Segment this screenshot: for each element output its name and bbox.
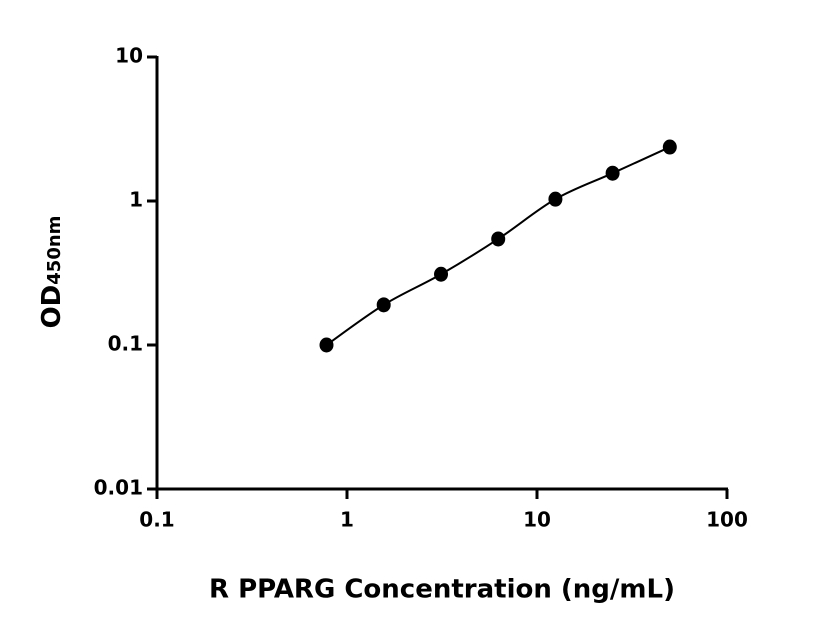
y-tick-label: 0.1 — [108, 332, 143, 356]
y-axis-label-group: OD450nm — [37, 216, 67, 329]
y-tick-label: 1 — [129, 188, 143, 212]
point — [319, 337, 334, 353]
point — [548, 191, 563, 207]
x-tick-label: 10 — [523, 508, 551, 532]
y-label-main: OD — [37, 285, 67, 329]
y-tick-label: 0.01 — [94, 476, 143, 500]
point — [376, 297, 391, 313]
x-tick-label: 1 — [340, 508, 354, 532]
point — [662, 139, 677, 155]
x-axis-label: R PPARG Concentration (ng/mL) — [209, 575, 675, 605]
x-tick-label: 100 — [706, 508, 748, 532]
point — [434, 266, 449, 282]
y-label-sub: 450nm — [44, 216, 65, 285]
y-tick-label: 10 — [115, 44, 143, 68]
y-axis-label: OD450nm — [37, 216, 67, 329]
point — [491, 231, 506, 247]
x-tick-label: 0.1 — [139, 508, 174, 532]
point — [605, 165, 620, 181]
